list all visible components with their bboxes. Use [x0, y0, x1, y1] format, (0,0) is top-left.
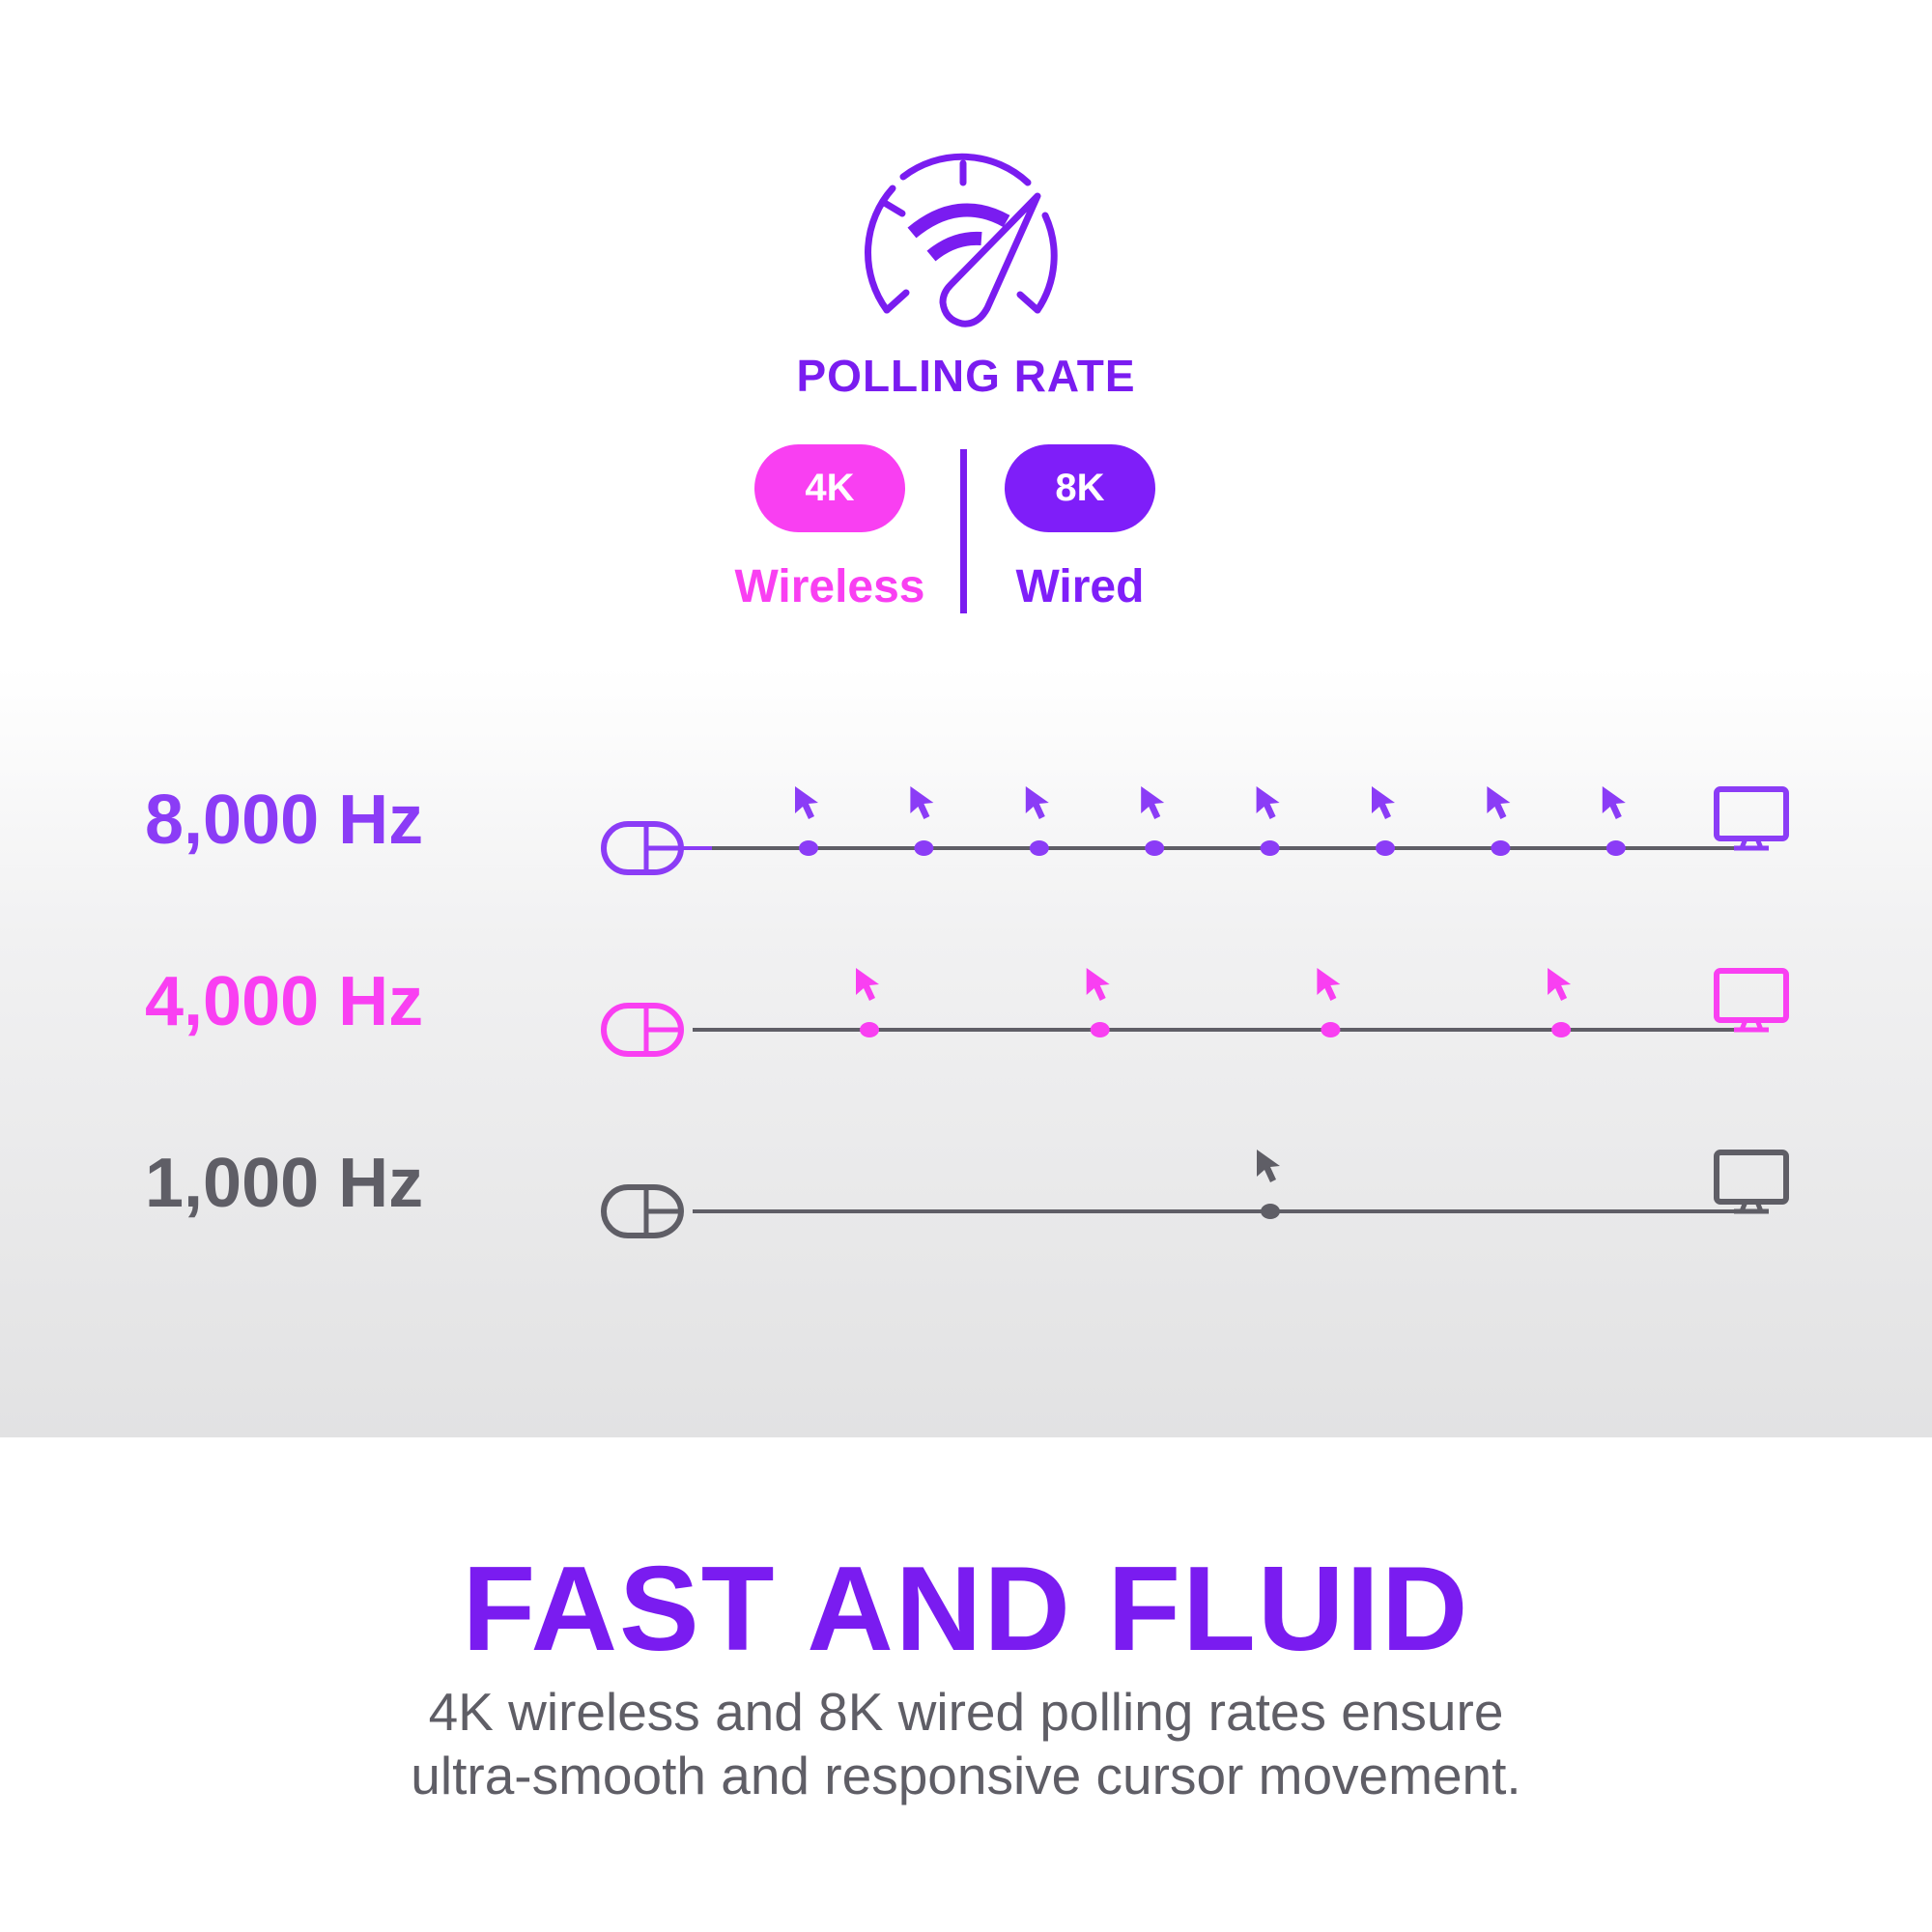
update-dot [914, 840, 934, 856]
update-dot [1551, 1022, 1572, 1037]
update-dot [1321, 1022, 1341, 1037]
monitor-icon [1714, 1150, 1789, 1205]
row-label-8000hz: 8,000 Hz [145, 781, 424, 859]
label-wired: Wired [1015, 561, 1145, 612]
label-wireless: Wireless [734, 561, 925, 612]
cursor-icon [1257, 1150, 1280, 1182]
polling-diagram [601, 786, 1789, 1238]
cursor-icon [856, 968, 879, 1001]
cursor-icon [1372, 786, 1395, 819]
update-dot [799, 840, 818, 856]
row-label-4000hz: 4,000 Hz [145, 963, 424, 1040]
mouse-icon [601, 821, 684, 875]
update-dot [1491, 840, 1511, 856]
monitor-icon [1714, 786, 1789, 841]
update-dot [1605, 840, 1626, 856]
update-dot [1145, 840, 1165, 856]
cursor-icon [1602, 786, 1626, 819]
cursor-icon [1487, 786, 1511, 819]
update-dot [1090, 1022, 1110, 1037]
cursor-icon [1317, 968, 1341, 1001]
monitor-stand [1734, 838, 1769, 851]
monitor-stand [1734, 1019, 1769, 1033]
description-line-1: 4K wireless and 8K wired polling rates e… [428, 1682, 1504, 1742]
mouse-icon [601, 1184, 684, 1238]
row-label-1000hz: 1,000 Hz [145, 1145, 424, 1222]
mouse-buttons [643, 824, 680, 872]
cursor-icon [1086, 968, 1110, 1001]
cursor-icon [1141, 786, 1165, 819]
speedometer-gauge-icon [865, 153, 1058, 327]
mouse-icon [601, 1003, 684, 1057]
mouse-buttons [643, 1006, 680, 1054]
update-dot [860, 1022, 879, 1037]
badge-8k: 8K [1005, 444, 1155, 532]
cursor-icon [910, 786, 934, 819]
monitor-icon [1714, 968, 1789, 1023]
monitor-stand [1734, 1201, 1769, 1214]
divider [960, 449, 967, 613]
cursor-icon [1548, 968, 1572, 1001]
update-dot [1029, 840, 1049, 856]
description-line-2: ultra-smooth and responsive cursor movem… [411, 1746, 1521, 1805]
update-dot [1260, 840, 1280, 856]
update-dot [1376, 840, 1395, 856]
mouse-buttons [643, 1187, 680, 1236]
cursor-icon [1256, 786, 1280, 819]
cursor-icon [1025, 786, 1049, 819]
update-dot [1261, 1204, 1280, 1219]
cursor-icon [795, 786, 818, 819]
section-title: POLLING RATE [796, 351, 1136, 401]
headline: FAST AND FLUID [462, 1543, 1470, 1676]
badge-4k: 4K [754, 444, 905, 532]
